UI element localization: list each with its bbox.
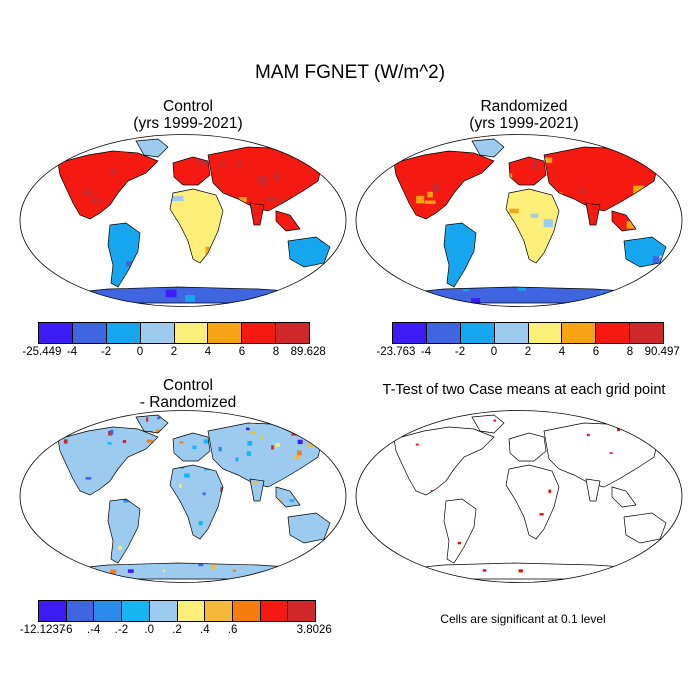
colorbar-labels-difference: -12.1237 .-6 .-4 .-2 .0 .2 .4 .6 3.8026 — [20, 624, 332, 640]
colorbar-swatch — [393, 323, 427, 343]
colorbar-label: 4 — [558, 346, 566, 358]
colorbar-swatch — [39, 323, 73, 343]
colorbar-label: -4 — [420, 346, 432, 358]
map-randomized — [355, 134, 683, 307]
colorbar-label: 2 — [170, 346, 178, 358]
panel-title-line2: (yrs 1999-2021) — [133, 115, 243, 132]
significance-note: Cells are significant at 0.1 level — [440, 612, 606, 626]
colorbar-swatch — [260, 601, 289, 621]
colorbar-label: .6 — [227, 624, 238, 636]
colorbar-label: .0 — [144, 624, 154, 636]
colorbar-swatch — [494, 323, 529, 343]
panel-title-line2: (yrs 1999-2021) — [469, 115, 579, 132]
map-ttest — [355, 410, 683, 583]
map-difference — [19, 410, 347, 583]
colorbar-swatch — [140, 323, 175, 343]
colorbar-swatch — [596, 323, 631, 343]
colorbar-label: -4 — [66, 346, 78, 358]
colorbar-swatch — [460, 323, 495, 343]
colorbar-swatch — [122, 601, 150, 621]
colorbar-swatch — [528, 323, 563, 343]
panel-title-control: Control (yrs 1999-2021) — [38, 98, 338, 132]
colorbar-label: .2 — [172, 624, 182, 636]
panel-title-line1: Control — [163, 98, 213, 115]
colorbar-label: -23.763 — [376, 346, 416, 358]
colorbar-swatch — [232, 601, 261, 621]
colorbar-control — [38, 322, 310, 344]
colorbar-label: .4 — [200, 624, 210, 636]
colorbar-label: 6 — [238, 346, 246, 358]
colorbar-label: 8 — [272, 346, 280, 358]
colorbar-label: .-2 — [114, 624, 129, 636]
colorbar-swatch — [426, 323, 461, 343]
colorbar-label: -12.1237 — [19, 624, 66, 636]
panel-title-line2: - Randomized — [139, 394, 237, 411]
colorbar-label: 0 — [136, 346, 144, 358]
colorbar-label: 2 — [524, 346, 532, 358]
colorbar-swatch — [177, 601, 206, 621]
colorbar-swatch — [39, 601, 67, 621]
panel-title-line1: Randomized — [480, 98, 568, 115]
figure-title: MAM FGNET (W/m^2) — [254, 62, 446, 83]
colorbar-swatch — [276, 323, 309, 343]
colorbar-label: -2 — [100, 346, 112, 358]
colorbar-swatch — [630, 323, 663, 343]
panel-title-difference: Control - Randomized — [38, 377, 338, 411]
colorbar-label: 0 — [490, 346, 498, 358]
colorbar-difference — [38, 600, 316, 622]
colorbar-swatch — [205, 601, 233, 621]
colorbar-label: 4 — [204, 346, 212, 358]
colorbar-label: 8 — [626, 346, 634, 358]
panel-title-randomized: Randomized (yrs 1999-2021) — [374, 98, 674, 132]
colorbar-label: -25.449 — [22, 346, 62, 358]
colorbar-label: .-4 — [86, 624, 101, 636]
colorbar-swatch — [149, 601, 178, 621]
colorbar-label: 6 — [592, 346, 600, 358]
colorbar-swatch — [174, 323, 209, 343]
colorbar-label: 89.628 — [290, 346, 326, 358]
map-control — [19, 134, 347, 307]
colorbar-labels-randomized: -23.763 -4 -2 0 2 4 6 8 90.497 — [376, 346, 679, 362]
colorbar-label: -2 — [454, 346, 466, 358]
colorbar-swatch — [242, 323, 277, 343]
colorbar-swatch — [94, 601, 123, 621]
panel-title-line1: Control — [163, 377, 213, 394]
colorbar-swatch — [106, 323, 141, 343]
colorbar-labels-control: -25.449 -4 -2 0 2 4 6 8 89.628 — [22, 346, 325, 362]
colorbar-label: 90.497 — [644, 346, 680, 358]
colorbar-label: 3.8026 — [296, 624, 332, 636]
panel-title-ttest: T-Test of two Case means at each grid po… — [354, 382, 694, 399]
colorbar-swatch — [288, 601, 316, 621]
colorbar-swatch — [562, 323, 597, 343]
colorbar-swatch — [72, 323, 107, 343]
colorbar-label: .-6 — [59, 624, 73, 636]
colorbar-randomized — [392, 322, 664, 344]
colorbar-swatch — [66, 601, 95, 621]
colorbar-swatch — [208, 323, 243, 343]
panel-title-line1: T-Test of two Case means at each grid po… — [382, 382, 666, 398]
